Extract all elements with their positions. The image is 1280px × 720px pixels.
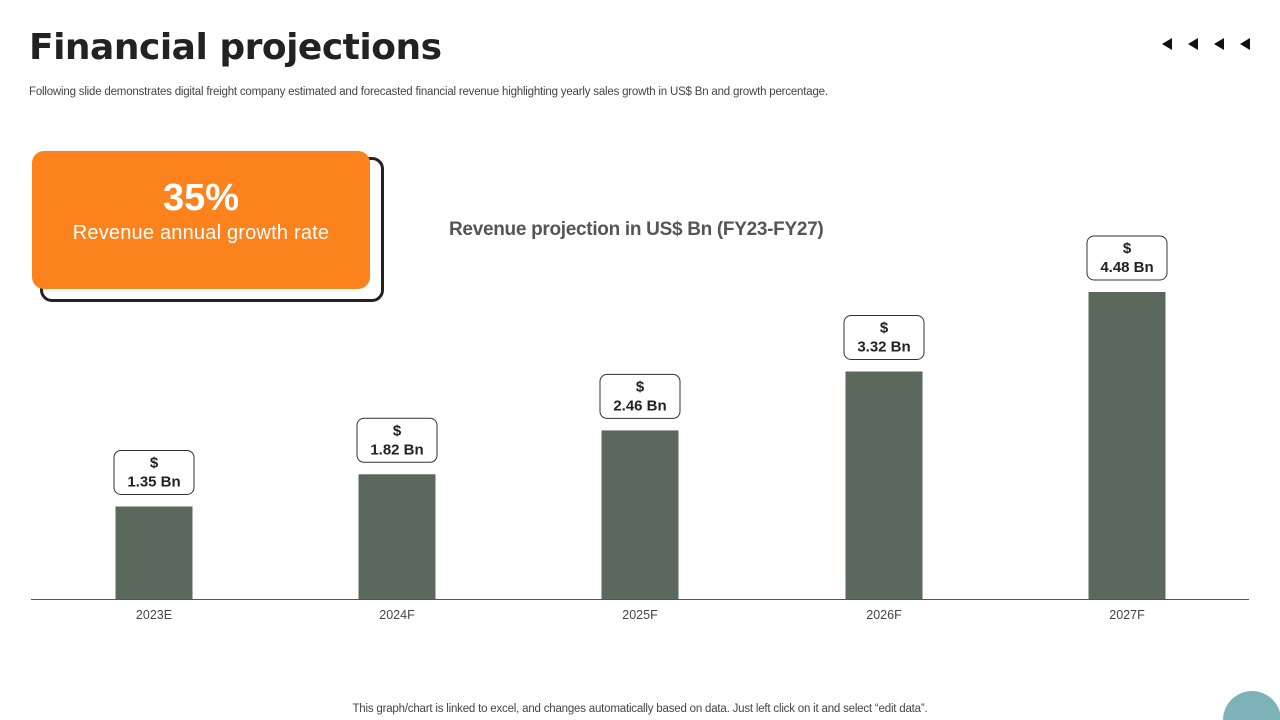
data-label-value: 4.48 Bn <box>1100 259 1153 276</box>
data-label-currency: $ <box>393 422 402 439</box>
data-label-box <box>356 417 438 463</box>
data-label-box <box>1086 235 1168 281</box>
bar-2027F[interactable] <box>1088 292 1166 599</box>
footer-note: This graph/chart is linked to excel, and… <box>352 703 928 715</box>
data-label-currency: $ <box>880 319 889 336</box>
data-label-value: 1.35 Bn <box>127 473 180 490</box>
data-label-currency: $ <box>150 454 159 471</box>
nav-arrows <box>1156 38 1250 50</box>
page-subtitle: Following slide demonstrates digital fre… <box>29 86 828 98</box>
data-label-value: 2.46 Bn <box>613 397 666 414</box>
arrow-left-icon <box>1214 38 1224 50</box>
data-label-currency: $ <box>636 378 645 395</box>
kpi-label: Revenue annual growth rate <box>72 222 330 244</box>
bar-2026F[interactable] <box>845 371 923 599</box>
data-label-value: 3.32 Bn <box>857 338 910 355</box>
arrow-left-icon <box>1162 38 1172 50</box>
x-tick-label: 2026F <box>866 608 902 622</box>
data-label-currency: $ <box>1123 240 1132 257</box>
page-title: Financial projections <box>29 27 442 68</box>
kpi-value: 35% <box>162 177 240 219</box>
bar-2024F[interactable] <box>358 474 436 599</box>
kpi-card: 35% Revenue annual growth rate <box>32 151 370 289</box>
x-tick-label: 2023E <box>136 608 172 622</box>
x-tick-label: 2025F <box>622 608 658 622</box>
arrow-left-icon <box>1240 38 1250 50</box>
bar-2023E[interactable] <box>115 506 193 599</box>
chart-title: Revenue projection in US$ Bn (FY23-FY27) <box>449 219 824 240</box>
data-label-box <box>113 449 195 495</box>
x-tick-label: 2027F <box>1109 608 1145 622</box>
x-tick-label: 2024F <box>379 608 415 622</box>
data-label-box <box>599 373 681 419</box>
arrow-left-icon <box>1188 38 1198 50</box>
bar-2025F[interactable] <box>601 430 679 599</box>
data-label-box <box>843 314 925 360</box>
data-label-value: 1.82 Bn <box>370 441 423 458</box>
